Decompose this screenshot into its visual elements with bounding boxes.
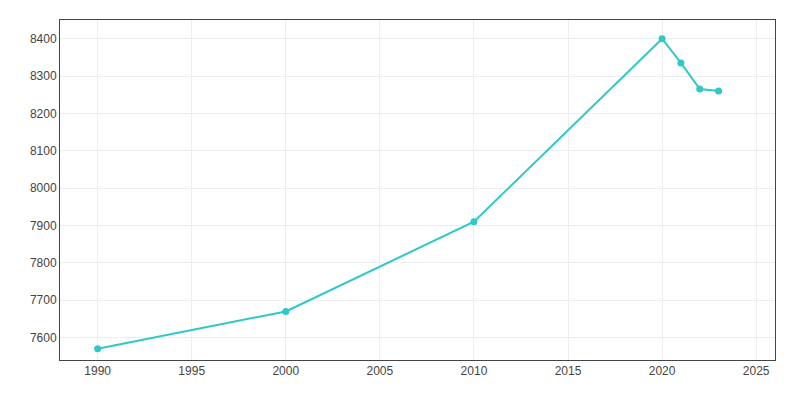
- svg-text:7700: 7700: [30, 293, 57, 307]
- svg-text:2015: 2015: [555, 364, 582, 378]
- svg-text:2020: 2020: [649, 364, 676, 378]
- svg-text:1990: 1990: [84, 364, 111, 378]
- svg-text:7800: 7800: [30, 256, 57, 270]
- svg-text:2000: 2000: [272, 364, 299, 378]
- svg-text:8300: 8300: [30, 69, 57, 83]
- svg-text:8000: 8000: [30, 181, 57, 195]
- svg-text:2010: 2010: [461, 364, 488, 378]
- svg-text:7900: 7900: [30, 219, 57, 233]
- svg-text:7600: 7600: [30, 331, 57, 345]
- svg-text:8200: 8200: [30, 107, 57, 121]
- svg-text:8400: 8400: [30, 32, 57, 46]
- svg-text:8100: 8100: [30, 144, 57, 158]
- svg-text:1995: 1995: [178, 364, 205, 378]
- svg-text:2025: 2025: [743, 364, 770, 378]
- svg-text:2005: 2005: [367, 364, 394, 378]
